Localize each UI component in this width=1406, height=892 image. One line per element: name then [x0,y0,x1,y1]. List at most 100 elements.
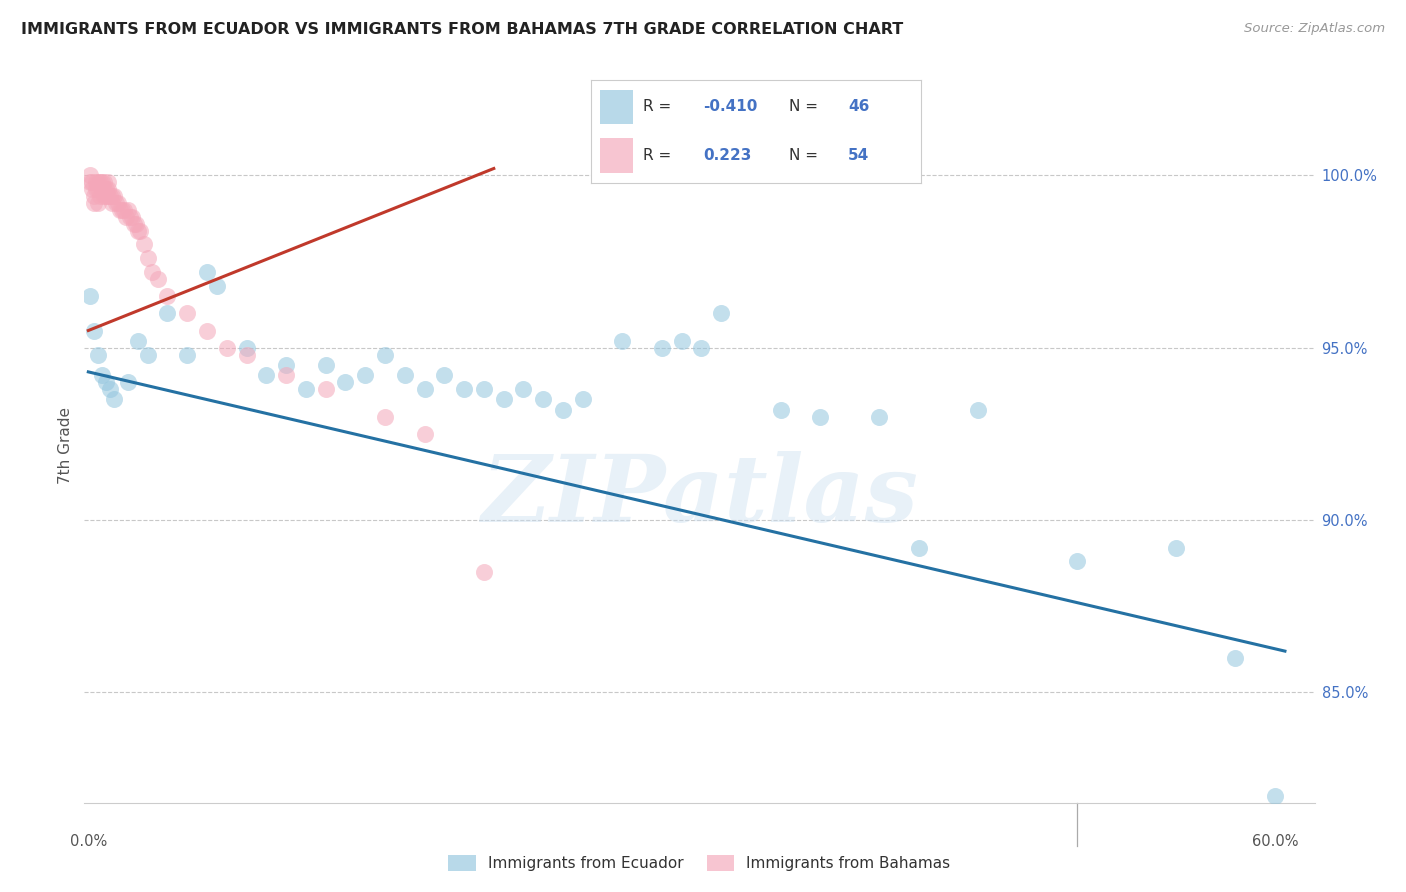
Point [87,348,110,362]
Point [117,376,139,390]
Point [453,382,475,396]
Point [1166,541,1188,555]
Point [651,341,673,355]
Text: R =: R = [644,99,676,114]
Point [136,251,159,265]
Point [1225,651,1247,665]
Point [128,223,150,237]
Point [235,341,257,355]
Point [107,196,129,211]
Point [83,189,105,203]
Point [176,306,198,320]
Point [1066,554,1088,568]
Point [94,182,117,196]
Y-axis label: 7th Grade: 7th Grade [58,408,73,484]
Point [295,382,318,396]
Point [89,175,111,189]
Point [87,182,110,196]
Point [612,334,634,348]
Point [105,196,128,211]
Point [93,175,115,189]
Point [79,175,101,189]
Point [235,348,257,362]
Point [112,202,135,217]
Point [93,182,115,196]
Point [354,368,377,383]
Point [195,324,218,338]
Point [108,202,131,217]
Point [690,341,713,355]
Point [94,189,117,203]
Point [127,223,149,237]
Point [125,217,148,231]
Point [176,348,198,362]
Point [205,278,228,293]
Point [551,402,574,417]
Point [1264,789,1286,803]
Point [967,402,990,417]
Text: 60.0%: 60.0% [1251,834,1298,849]
Point [769,402,792,417]
Text: ZIPatlas: ZIPatlas [481,451,918,541]
Text: Source: ZipAtlas.com: Source: ZipAtlas.com [1244,22,1385,36]
Point [91,368,114,383]
Point [94,376,117,390]
Point [97,175,120,189]
Point [98,189,121,203]
Point [413,382,436,396]
Point [274,358,297,372]
Point [146,272,169,286]
Point [121,210,143,224]
Point [215,341,238,355]
Point [141,265,163,279]
Point [84,182,107,196]
Point [97,182,120,196]
Point [127,334,149,348]
Point [136,348,159,362]
Text: 0.223: 0.223 [703,148,751,162]
Point [433,368,456,383]
Point [103,189,125,203]
Text: -0.410: -0.410 [703,99,758,114]
Point [91,175,114,189]
Point [394,368,416,383]
Point [87,196,110,211]
Point [84,175,107,189]
Point [93,189,115,203]
Point [97,189,120,203]
Point [118,210,141,224]
Point [89,189,111,203]
Point [98,382,121,396]
Text: N =: N = [789,148,823,162]
Text: N =: N = [789,99,823,114]
Point [101,196,124,211]
Point [101,189,124,203]
Point [315,358,337,372]
Text: 0.0%: 0.0% [70,834,107,849]
Point [132,237,155,252]
Point [115,210,138,224]
Text: 46: 46 [848,99,870,114]
Point [808,409,831,424]
Point [335,376,357,390]
Point [531,392,554,407]
Point [87,175,110,189]
Point [83,324,105,338]
Point [82,175,104,189]
Bar [600,89,634,124]
Point [671,334,693,348]
Point [710,306,733,320]
Point [472,565,495,579]
Point [156,289,179,303]
Point [315,382,337,396]
Point [908,541,931,555]
Point [83,196,105,211]
Point [472,382,495,396]
Point [572,392,595,407]
Point [82,182,104,196]
Point [869,409,891,424]
Point [374,348,396,362]
Text: IMMIGRANTS FROM ECUADOR VS IMMIGRANTS FROM BAHAMAS 7TH GRADE CORRELATION CHART: IMMIGRANTS FROM ECUADOR VS IMMIGRANTS FR… [21,22,903,37]
Point [79,169,101,183]
Point [492,392,515,407]
